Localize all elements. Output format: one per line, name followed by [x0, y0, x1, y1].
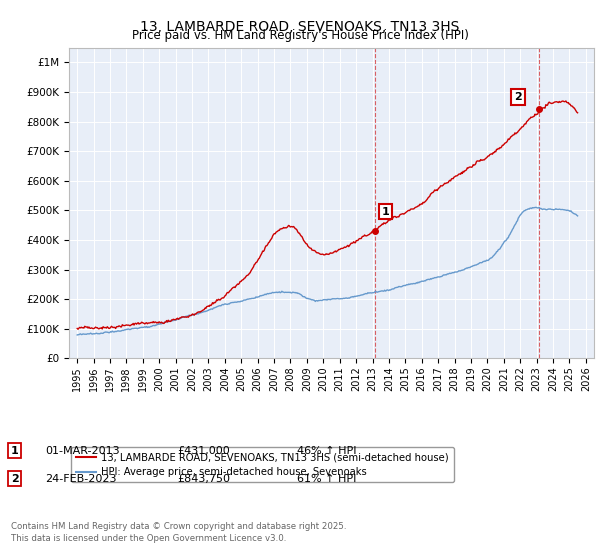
Text: 61% ↑ HPI: 61% ↑ HPI — [297, 474, 356, 484]
Text: 1: 1 — [382, 207, 389, 217]
Text: 46% ↑ HPI: 46% ↑ HPI — [297, 446, 356, 456]
Text: 2: 2 — [11, 474, 19, 484]
Text: 01-MAR-2013: 01-MAR-2013 — [45, 446, 119, 456]
Text: 13, LAMBARDE ROAD, SEVENOAKS, TN13 3HS: 13, LAMBARDE ROAD, SEVENOAKS, TN13 3HS — [140, 20, 460, 34]
Text: 2: 2 — [514, 92, 522, 102]
Legend: 13, LAMBARDE ROAD, SEVENOAKS, TN13 3HS (semi-detached house), HPI: Average price: 13, LAMBARDE ROAD, SEVENOAKS, TN13 3HS (… — [71, 447, 454, 482]
Text: Contains HM Land Registry data © Crown copyright and database right 2025.
This d: Contains HM Land Registry data © Crown c… — [11, 522, 346, 543]
Text: Price paid vs. HM Land Registry's House Price Index (HPI): Price paid vs. HM Land Registry's House … — [131, 29, 469, 42]
Text: £431,000: £431,000 — [177, 446, 230, 456]
Text: 1: 1 — [11, 446, 19, 456]
Text: £843,750: £843,750 — [177, 474, 230, 484]
Text: 24-FEB-2023: 24-FEB-2023 — [45, 474, 116, 484]
